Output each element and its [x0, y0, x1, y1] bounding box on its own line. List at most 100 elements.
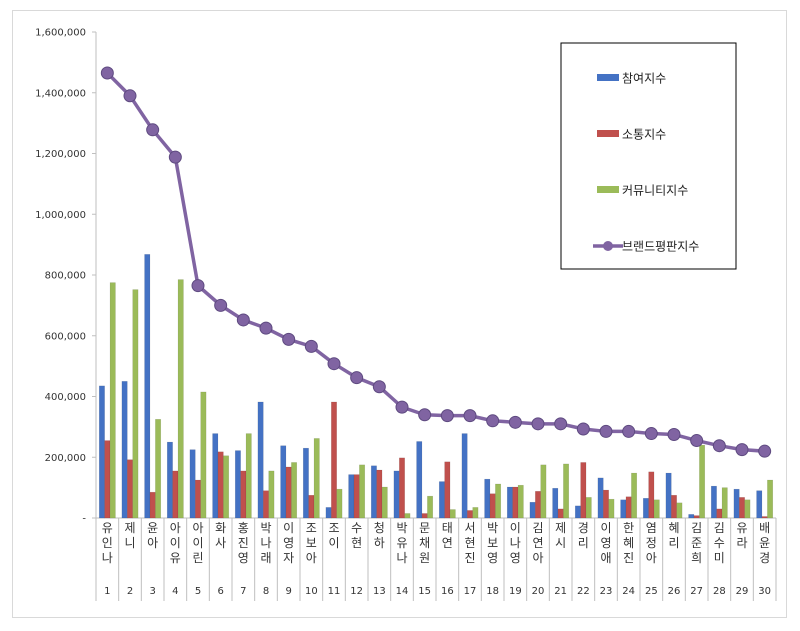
bar-소통지수-혜리: [671, 494, 677, 519]
bar-소통지수-청하: [376, 469, 383, 519]
category-label-char: 수: [714, 536, 725, 550]
bar-참여지수-홍진영: [234, 450, 241, 519]
category-label-char: 나: [102, 551, 113, 565]
bar-참여지수-아이유: [166, 441, 173, 519]
y-tick-label: 800,000: [45, 271, 86, 282]
category-label-char: 나: [260, 536, 271, 550]
rank-label: 13: [373, 586, 386, 597]
y-tick-label: -: [82, 514, 86, 525]
category-label-char: 한: [623, 521, 634, 535]
bar-소통지수-김수미: [716, 508, 723, 519]
bar-소통지수-서현진: [467, 510, 473, 519]
bar-소통지수-박유나: [399, 457, 405, 519]
rank-label: 12: [350, 586, 363, 597]
legend-label: 브랜드평판지수: [622, 240, 699, 254]
bar-커뮤니티지수-문채원: [427, 495, 434, 519]
point-브랜드평판지수-김수미: [712, 439, 726, 453]
bar-참여지수-유인나: [98, 385, 105, 519]
bar-소통지수-유인나: [104, 440, 111, 519]
category-label-char: 인: [102, 536, 113, 550]
point-브랜드평판지수-혜리: [667, 427, 681, 441]
point-브랜드평판지수-청하: [372, 380, 386, 394]
category-label-char: 애: [600, 551, 611, 565]
bar-커뮤니티지수-김연아: [540, 464, 547, 519]
y-tick-label: 200,000: [45, 453, 86, 464]
point-브랜드평판지수-박유나: [395, 400, 409, 414]
bar-참여지수-박유나: [393, 470, 400, 519]
category-label-char: 하: [374, 536, 385, 550]
rank-label: 21: [554, 586, 567, 597]
rank-label: 2: [127, 586, 133, 597]
bar-참여지수-제니: [121, 381, 128, 519]
legend-swatch-참여지수: [597, 74, 619, 81]
category-label-char: 진: [464, 551, 475, 565]
legend-label: 소통지수: [622, 128, 666, 142]
point-브랜드평판지수-이영자: [282, 332, 296, 346]
category-label-char: 화: [215, 521, 226, 535]
category-label-char: 이: [600, 521, 611, 535]
bar-소통지수-홍진영: [240, 470, 247, 519]
category-label-char: 보: [306, 536, 317, 550]
rank-label: 16: [441, 586, 454, 597]
y-tick-label: 1,400,000: [35, 88, 86, 99]
rank-label: 29: [736, 586, 749, 597]
category-label-char: 준: [691, 536, 702, 550]
bar-소통지수-배윤경: [761, 516, 768, 519]
point-브랜드평판지수-제시: [554, 417, 568, 431]
bar-커뮤니티지수-이영애: [608, 498, 615, 519]
category-label-char: 이: [192, 536, 203, 550]
category-label-char: 영: [283, 536, 294, 550]
bar-소통지수-김연아: [535, 491, 541, 519]
y-tick-label: 1,000,000: [35, 210, 86, 221]
bar-참여지수-수현: [348, 474, 355, 519]
bar-소통지수-화사: [217, 451, 224, 519]
category-label-char: 경: [578, 521, 589, 535]
point-브랜드평판지수-아이유: [168, 150, 182, 164]
bar-참여지수-조이: [325, 507, 332, 519]
category-label-char: 서: [464, 521, 475, 535]
rank-label: 18: [486, 586, 499, 597]
rank-label: 10: [305, 586, 318, 597]
bar-소통지수-박보영: [489, 493, 496, 519]
category-label-char: 윤: [759, 536, 770, 550]
bar-커뮤니티지수-청하: [381, 486, 388, 519]
bar-참여지수-이영자: [280, 445, 287, 519]
legend-label: 커뮤니티지수: [622, 184, 688, 198]
bar-참여지수-태연: [438, 481, 445, 519]
legend-label: 참여지수: [622, 72, 666, 86]
bar-커뮤니티지수-혜리: [676, 502, 683, 519]
bar-소통지수-김준희: [693, 515, 700, 519]
category-label-char: 이: [170, 536, 181, 550]
category-label-char: 혜: [668, 521, 679, 535]
rank-label: 22: [577, 586, 590, 597]
chart-frame: - 200,000 400,000 600,000 800,000 1,000,000 1,…: [12, 10, 787, 618]
category-label-char: 사: [215, 536, 226, 550]
point-브랜드평판지수-유인나: [100, 66, 114, 80]
y-tick-label: 400,000: [45, 392, 86, 403]
category-label-char: 나: [510, 536, 521, 550]
bar-소통지수-태연: [444, 461, 451, 519]
bar-참여지수-서현진: [461, 433, 468, 519]
category-label-char: 채: [419, 536, 430, 550]
bar-커뮤니티지수-박유나: [404, 513, 411, 519]
bar-참여지수-청하: [370, 465, 377, 519]
category-label-char: 시: [555, 536, 566, 550]
category-label-char: 유: [396, 536, 407, 550]
bar-커뮤니티지수-아이유: [177, 279, 184, 519]
bar-참여지수-혜리: [665, 472, 672, 519]
bar-참여지수-아이린: [189, 449, 196, 519]
category-label-char: 연: [442, 536, 453, 550]
bar-소통지수-아이유: [172, 470, 179, 519]
bar-커뮤니티지수-조보아: [313, 438, 320, 519]
bar-커뮤니티지수-홍진영: [245, 433, 252, 519]
legend-marker-브랜드평판지수: [603, 241, 613, 251]
point-브랜드평판지수-박보영: [486, 414, 500, 428]
category-label-char: 영: [238, 551, 249, 565]
bar-커뮤니티지수-태연: [449, 509, 456, 519]
rank-label: 23: [600, 586, 613, 597]
bar-소통지수-이영애: [603, 489, 609, 519]
bar-참여지수-김수미: [710, 485, 717, 519]
bar-참여지수-박나래: [257, 401, 264, 519]
bar-참여지수-경리: [574, 505, 581, 519]
point-브랜드평판지수-배윤경: [758, 444, 772, 458]
